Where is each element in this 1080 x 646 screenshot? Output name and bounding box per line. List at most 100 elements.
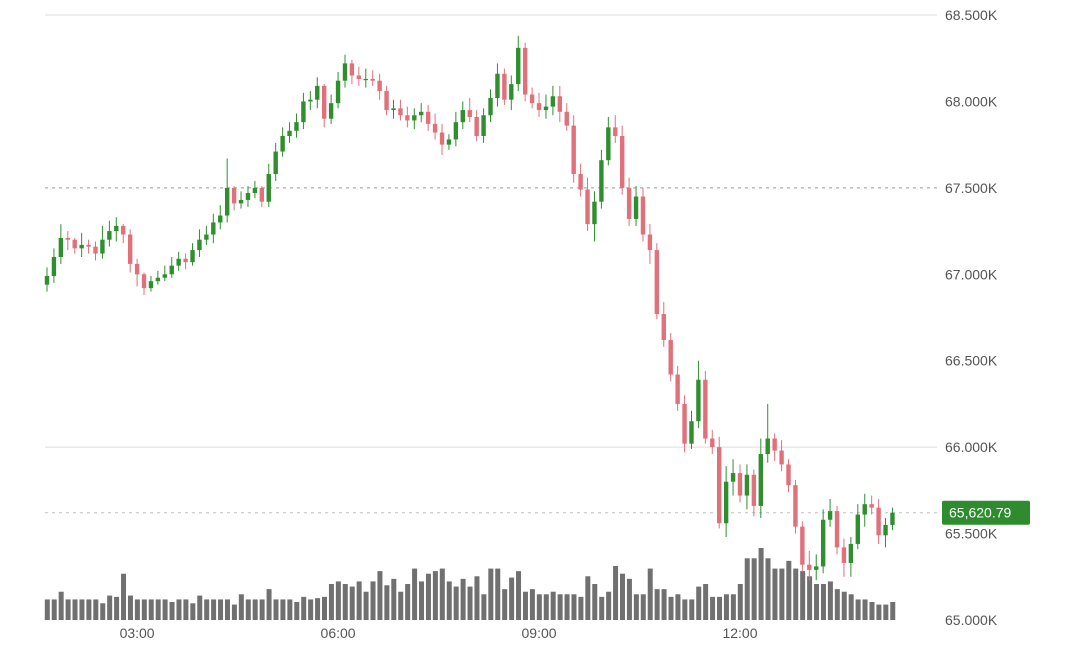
volume-bar	[335, 581, 341, 620]
volume-bar	[682, 599, 688, 620]
volume-bar	[453, 586, 459, 620]
candle-down	[793, 485, 798, 527]
candle-down	[405, 115, 410, 121]
candle-up	[44, 276, 50, 285]
candle-down	[668, 339, 673, 375]
volume-bar	[613, 566, 619, 620]
candle-down	[86, 244, 91, 247]
volume-bar	[65, 599, 71, 620]
volume-bar	[536, 594, 542, 620]
volume-bar	[377, 571, 383, 620]
volume-bar	[723, 594, 729, 620]
candle-up	[391, 108, 396, 111]
candle-up	[633, 196, 639, 219]
volume-bar	[710, 596, 716, 620]
volume-bar	[273, 599, 279, 620]
volume-bar	[412, 568, 418, 620]
volume-bar	[121, 573, 127, 620]
candle-up	[162, 274, 168, 278]
price-candles	[44, 35, 895, 581]
candle-up	[890, 512, 895, 525]
volume-bar	[349, 586, 355, 620]
candle-up	[758, 454, 763, 506]
candle-down	[876, 507, 881, 536]
candle-up	[481, 115, 486, 136]
volume-bar	[869, 602, 875, 620]
volume-bar	[419, 581, 425, 620]
candle-up	[363, 78, 368, 81]
candle-up	[218, 215, 223, 223]
volume-bar	[696, 586, 702, 620]
volume-bar	[44, 599, 50, 620]
volume-bar	[93, 599, 99, 620]
candle-up	[495, 73, 500, 98]
candle-down	[869, 504, 874, 508]
volume-bar	[86, 599, 92, 620]
candle-up	[543, 106, 549, 111]
volume-bar	[308, 599, 314, 620]
volume-bar	[820, 584, 826, 620]
volume-bar	[287, 599, 293, 620]
candle-up	[509, 84, 514, 100]
candle-down	[522, 47, 528, 95]
volume-bar	[495, 568, 501, 620]
candle-up	[315, 85, 320, 100]
volume-bar	[647, 568, 653, 620]
candle-down	[384, 91, 389, 111]
volume-bar	[294, 602, 300, 620]
volume-bar	[592, 584, 598, 620]
volume-bar	[834, 589, 840, 620]
candle-down	[626, 187, 632, 219]
volume-bar	[328, 584, 334, 620]
volume-bar	[148, 599, 154, 620]
candle-down	[585, 189, 590, 225]
volume-bar	[79, 599, 85, 620]
volume-bar	[72, 599, 78, 620]
volume-bar	[155, 599, 161, 620]
candle-up	[58, 237, 64, 257]
volume-bar	[141, 599, 147, 620]
candle-down	[432, 123, 438, 133]
candle-up	[328, 103, 334, 119]
candle-up	[287, 130, 292, 136]
volume-bar	[425, 573, 431, 620]
volume-bar	[744, 558, 750, 620]
volume-bar	[779, 568, 785, 620]
volume-bar	[751, 558, 757, 620]
y-tick-label: 66.000K	[945, 439, 998, 455]
volume-bar	[529, 589, 535, 620]
candle-down	[654, 250, 660, 315]
candle-down	[425, 111, 431, 124]
volume-bar	[668, 596, 674, 620]
volume-bar	[509, 577, 515, 620]
candle-up	[224, 187, 230, 216]
x-axis-labels: 03:00 06:00 09:00 12:00	[120, 625, 758, 641]
candle-up	[592, 201, 597, 225]
current-price-label: 65,620.79	[949, 505, 1011, 521]
candle-down	[93, 246, 98, 254]
volume-bar	[675, 594, 681, 620]
volume-bar	[58, 591, 64, 620]
candle-down	[564, 111, 569, 126]
candle-down	[571, 125, 576, 175]
volume-bar	[204, 599, 210, 620]
candle-down	[841, 547, 847, 563]
volume-bar	[439, 568, 445, 620]
volume-bar	[356, 581, 362, 620]
y-tick-label: 65.000K	[945, 612, 998, 628]
candle-down	[183, 258, 188, 263]
candle-down	[349, 63, 355, 76]
volume-bar	[252, 599, 258, 620]
volume-bar	[848, 594, 854, 620]
volume-bar	[841, 591, 847, 620]
candle-up	[294, 122, 299, 131]
volume-bar	[772, 568, 778, 620]
volume-bar	[703, 584, 709, 620]
candle-down	[613, 127, 618, 136]
candle-up	[197, 239, 202, 251]
candle-down	[682, 403, 687, 444]
volume-bar	[363, 591, 369, 620]
volume-bar	[107, 595, 113, 620]
volume-bar	[585, 576, 591, 620]
candle-down	[772, 438, 777, 451]
